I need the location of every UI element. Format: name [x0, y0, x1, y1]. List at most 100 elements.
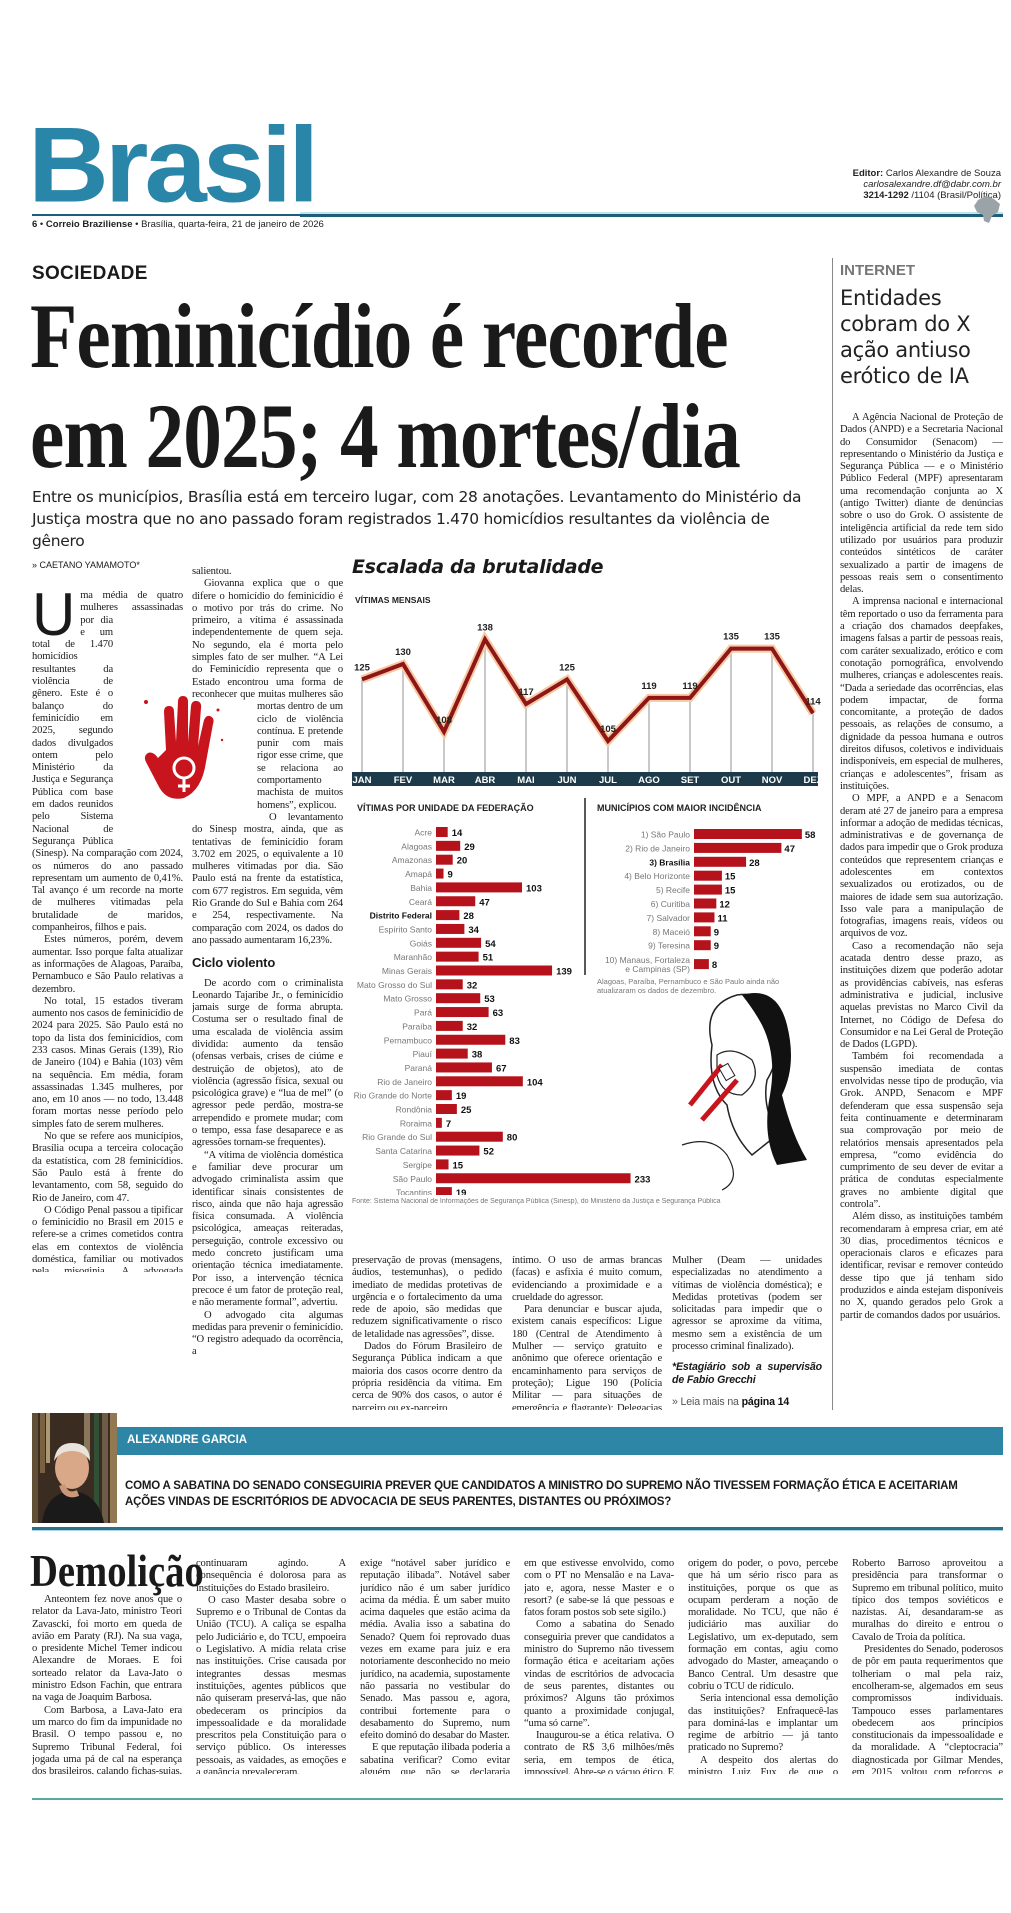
city-value-label: 15: [725, 872, 736, 883]
state-label: Amazonas: [392, 855, 432, 865]
paper-name: Correio Braziliense: [45, 219, 133, 230]
state-label: Piauí: [413, 1049, 433, 1059]
brazil-map-icon: [974, 196, 1000, 223]
monthly-data-label: 125: [354, 662, 371, 673]
paragraph: em que estivesse envolvido, como com o P…: [524, 1558, 674, 1619]
editor-info: Editor: Carlos Alexandre de Souza carlos…: [853, 168, 1001, 201]
article-column-5: Mulher (Deam — unidades especializadas n…: [672, 1255, 822, 1410]
city-label: 10) Manaus, Fortaleza: [605, 955, 690, 965]
article-column-1: U ma média de quatro mulheres assassinad…: [32, 590, 183, 1272]
state-bar: [436, 1131, 503, 1142]
paragraph: Dados do Fórum Brasileiro de Segurança P…: [352, 1341, 502, 1410]
paragraph: E que reputação ilibada poderia a sabati…: [360, 1742, 510, 1774]
paragraphs: ma média de quatro mulheres assassinadas…: [32, 590, 183, 1272]
header-rule: [32, 214, 302, 216]
state-bar: [436, 1062, 492, 1073]
state-value-label: 29: [464, 842, 475, 853]
state-label: Maranhão: [394, 952, 433, 962]
article-column-2: salientou. Giovanna explica que o que dif…: [192, 566, 343, 1412]
month-tick-label: JUN: [557, 775, 576, 786]
state-label: Mato Grosso do Sul: [357, 980, 432, 990]
state-value-label: 103: [526, 883, 542, 894]
read-more-link[interactable]: » Leia mais na página 14: [672, 1396, 822, 1408]
column-title: Demolição: [30, 1545, 204, 1596]
paragraph: Como a sabatina do Senado conseguiria pr…: [524, 1619, 674, 1729]
city-bar: [694, 940, 711, 951]
month-tick-label: JUL: [599, 775, 617, 786]
header-rule: [300, 212, 1003, 217]
monthly-data-label: 105: [600, 724, 617, 735]
state-label: Ceará: [409, 897, 432, 907]
paragraph: O advogado cita algumas medidas para pre…: [192, 1309, 343, 1358]
state-value-label: 19: [456, 1091, 467, 1102]
editor-phone: 3214-1292: [863, 190, 909, 201]
section-kicker: SOCIEDADE: [32, 263, 148, 284]
headline-line-2: em 2025; 4 mortes/dia: [30, 385, 741, 487]
monthly-line: [361, 635, 815, 745]
paragraph: ma média de quatro mulheres assassinadas…: [32, 590, 183, 934]
editor-email[interactable]: carlosalexandre.df@dabr.com.br: [863, 179, 1001, 190]
state-label: Rio de Janeiro: [377, 1077, 432, 1087]
paragraph: Anteontem fez nove anos que o relator da…: [32, 1594, 182, 1704]
month-tick-label: JAN: [352, 775, 371, 786]
graphic-source: Fonte: Sistema Nacional de Informações d…: [352, 1198, 721, 1205]
state-value-label: 32: [467, 980, 478, 991]
state-bar: [436, 896, 476, 907]
page-number: 6: [32, 219, 38, 230]
state-value-label: 63: [493, 1008, 504, 1019]
state-value-label: 47: [479, 897, 490, 908]
city-bar: [694, 842, 782, 853]
state-bar: [436, 993, 481, 1004]
state-bar: [436, 1117, 442, 1128]
state-label: Sergipe: [403, 1160, 433, 1170]
state-label: Distrito Federal: [370, 911, 432, 921]
column-author: ALEXANDRE GARCIA: [127, 1434, 248, 1446]
state-value-label: 51: [483, 953, 494, 964]
monthly-data-label: 114: [805, 696, 821, 707]
state-bar: [436, 882, 523, 893]
graphic-title: Escalada da brutalidade: [352, 556, 604, 578]
city-bar: [694, 856, 747, 867]
city-label: 1) São Paulo: [641, 830, 690, 840]
cities-chart-note: Alagoas, Paraíba, Pernambuco e São Paulo…: [597, 977, 780, 995]
state-value-label: 20: [457, 856, 468, 867]
states-chart-title: VÍTIMAS POR UNIDADE DA FEDERAÇÃO: [357, 803, 534, 813]
paragraph: O Código Penal passou a tipificar o femi…: [32, 1204, 183, 1272]
city-value-label: 15: [725, 886, 736, 897]
month-tick-label: OUT: [721, 775, 741, 786]
handprint-illustration: [144, 696, 224, 799]
city-label: 2) Rio de Janeiro: [625, 843, 690, 853]
article-column-4: íntimo. O uso de armas brancas (facas) e…: [512, 1255, 662, 1410]
section-logo: Brasil: [28, 105, 319, 225]
paragraphs: salientou. Giovanna explica que o que dif…: [192, 566, 343, 947]
paragraph: O levantamento do Sinesp mostra, ainda, …: [192, 811, 343, 946]
state-bar: [436, 951, 479, 962]
state-value-label: 9: [448, 870, 453, 881]
paragraph: No total, 15 estados tiveram aumento nos…: [32, 995, 183, 1130]
state-bar: [436, 910, 460, 921]
read-more-prefix: » Leia mais na: [672, 1395, 739, 1408]
column-text-3: exige “notável saber jurídico e reputaçã…: [360, 1558, 510, 1774]
state-label: Pará: [414, 1008, 432, 1018]
city-value-label: 12: [719, 900, 730, 911]
paragraph: íntimo. O uso de armas brancas (facas) e…: [512, 1255, 662, 1303]
state-value-label: 52: [483, 1147, 494, 1158]
city-label: e Campinas (SP): [625, 964, 690, 974]
state-bar: [436, 1034, 506, 1045]
paragraph: Seria intencional essa demolição das ins…: [688, 1693, 838, 1754]
state-value-label: 25: [461, 1105, 472, 1116]
monthly-data-label: 130: [395, 647, 411, 658]
paragraph: Inaugurou-se a ética relativa. O contrat…: [524, 1730, 674, 1774]
state-bar: [436, 854, 453, 865]
paragraph: A despeito dos alertas do ministro Luiz …: [688, 1754, 838, 1774]
state-value-label: 38: [472, 1050, 483, 1061]
byline: » CAETANO YAMAMOTO*: [32, 560, 140, 570]
state-label: Santa Catarina: [375, 1146, 432, 1156]
state-bar: [436, 1007, 489, 1018]
state-bar: [436, 1173, 631, 1184]
paragraphs: íntimo. O uso de armas brancas (facas) e…: [512, 1255, 662, 1410]
state-value-label: 19: [456, 1188, 467, 1195]
monthly-line-glow: [360, 630, 817, 748]
subtitle: Entre os municípios, Brasília está em te…: [32, 488, 802, 550]
